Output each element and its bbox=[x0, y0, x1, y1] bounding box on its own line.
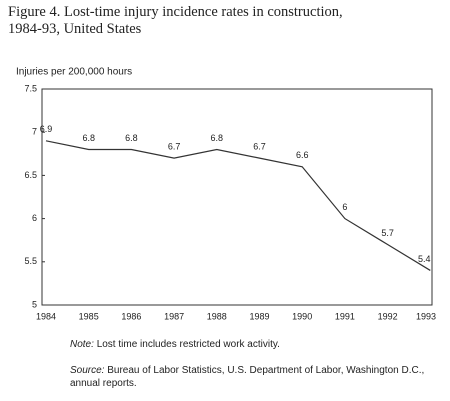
note-text: Lost time includes restricted work activ… bbox=[96, 339, 280, 350]
data-label: 6.8 bbox=[125, 133, 138, 143]
data-label: 6.7 bbox=[253, 141, 266, 151]
plot-frame bbox=[41, 88, 433, 306]
source-text: Bureau of Labor Statistics, U.S. Departm… bbox=[70, 365, 425, 389]
x-tick-label: 1984 bbox=[36, 311, 56, 321]
y-tick-label: 7 bbox=[32, 127, 37, 137]
note-label: Note: bbox=[70, 339, 94, 350]
data-label: 5.4 bbox=[418, 254, 431, 264]
source: Source: Bureau of Labor Statistics, U.S.… bbox=[70, 364, 440, 390]
x-tick-label: 1986 bbox=[121, 311, 141, 321]
x-tick-label: 1990 bbox=[292, 311, 312, 321]
data-label: 6.6 bbox=[296, 150, 309, 160]
x-tick-label: 1987 bbox=[164, 311, 184, 321]
data-label: 6.9 bbox=[40, 124, 53, 134]
y-tick-label: 7.5 bbox=[24, 83, 37, 93]
x-tick-label: 1988 bbox=[207, 311, 227, 321]
data-label: 6.7 bbox=[168, 141, 181, 151]
y-axis-label: Injuries per 200,000 hours bbox=[16, 67, 132, 78]
source-label: Source: bbox=[70, 365, 105, 376]
note: Note: Lost time includes restricted work… bbox=[70, 338, 440, 351]
x-tick-label: 1991 bbox=[335, 311, 355, 321]
chart-title: Figure 4. Lost-time injury incidence rat… bbox=[8, 4, 343, 37]
y-tick-label: 6.5 bbox=[24, 170, 37, 180]
data-label: 6.8 bbox=[82, 133, 95, 143]
data-label: 6.8 bbox=[211, 133, 224, 143]
x-tick-label: 1993 bbox=[416, 311, 436, 321]
x-tick-label: 1992 bbox=[378, 311, 398, 321]
y-tick-label: 5 bbox=[32, 299, 37, 309]
x-tick-label: 1989 bbox=[249, 311, 269, 321]
y-tick-label: 5.5 bbox=[24, 256, 37, 266]
data-label: 5.7 bbox=[381, 228, 394, 238]
data-label: 6 bbox=[342, 202, 347, 212]
line bbox=[45, 140, 431, 271]
chart: Injuries per 200,000 hours 5 5.5 6 6.5 7 7.5 1… bbox=[16, 67, 436, 322]
x-tick-label: 1985 bbox=[79, 311, 99, 321]
y-tick-label: 6 bbox=[32, 213, 37, 223]
